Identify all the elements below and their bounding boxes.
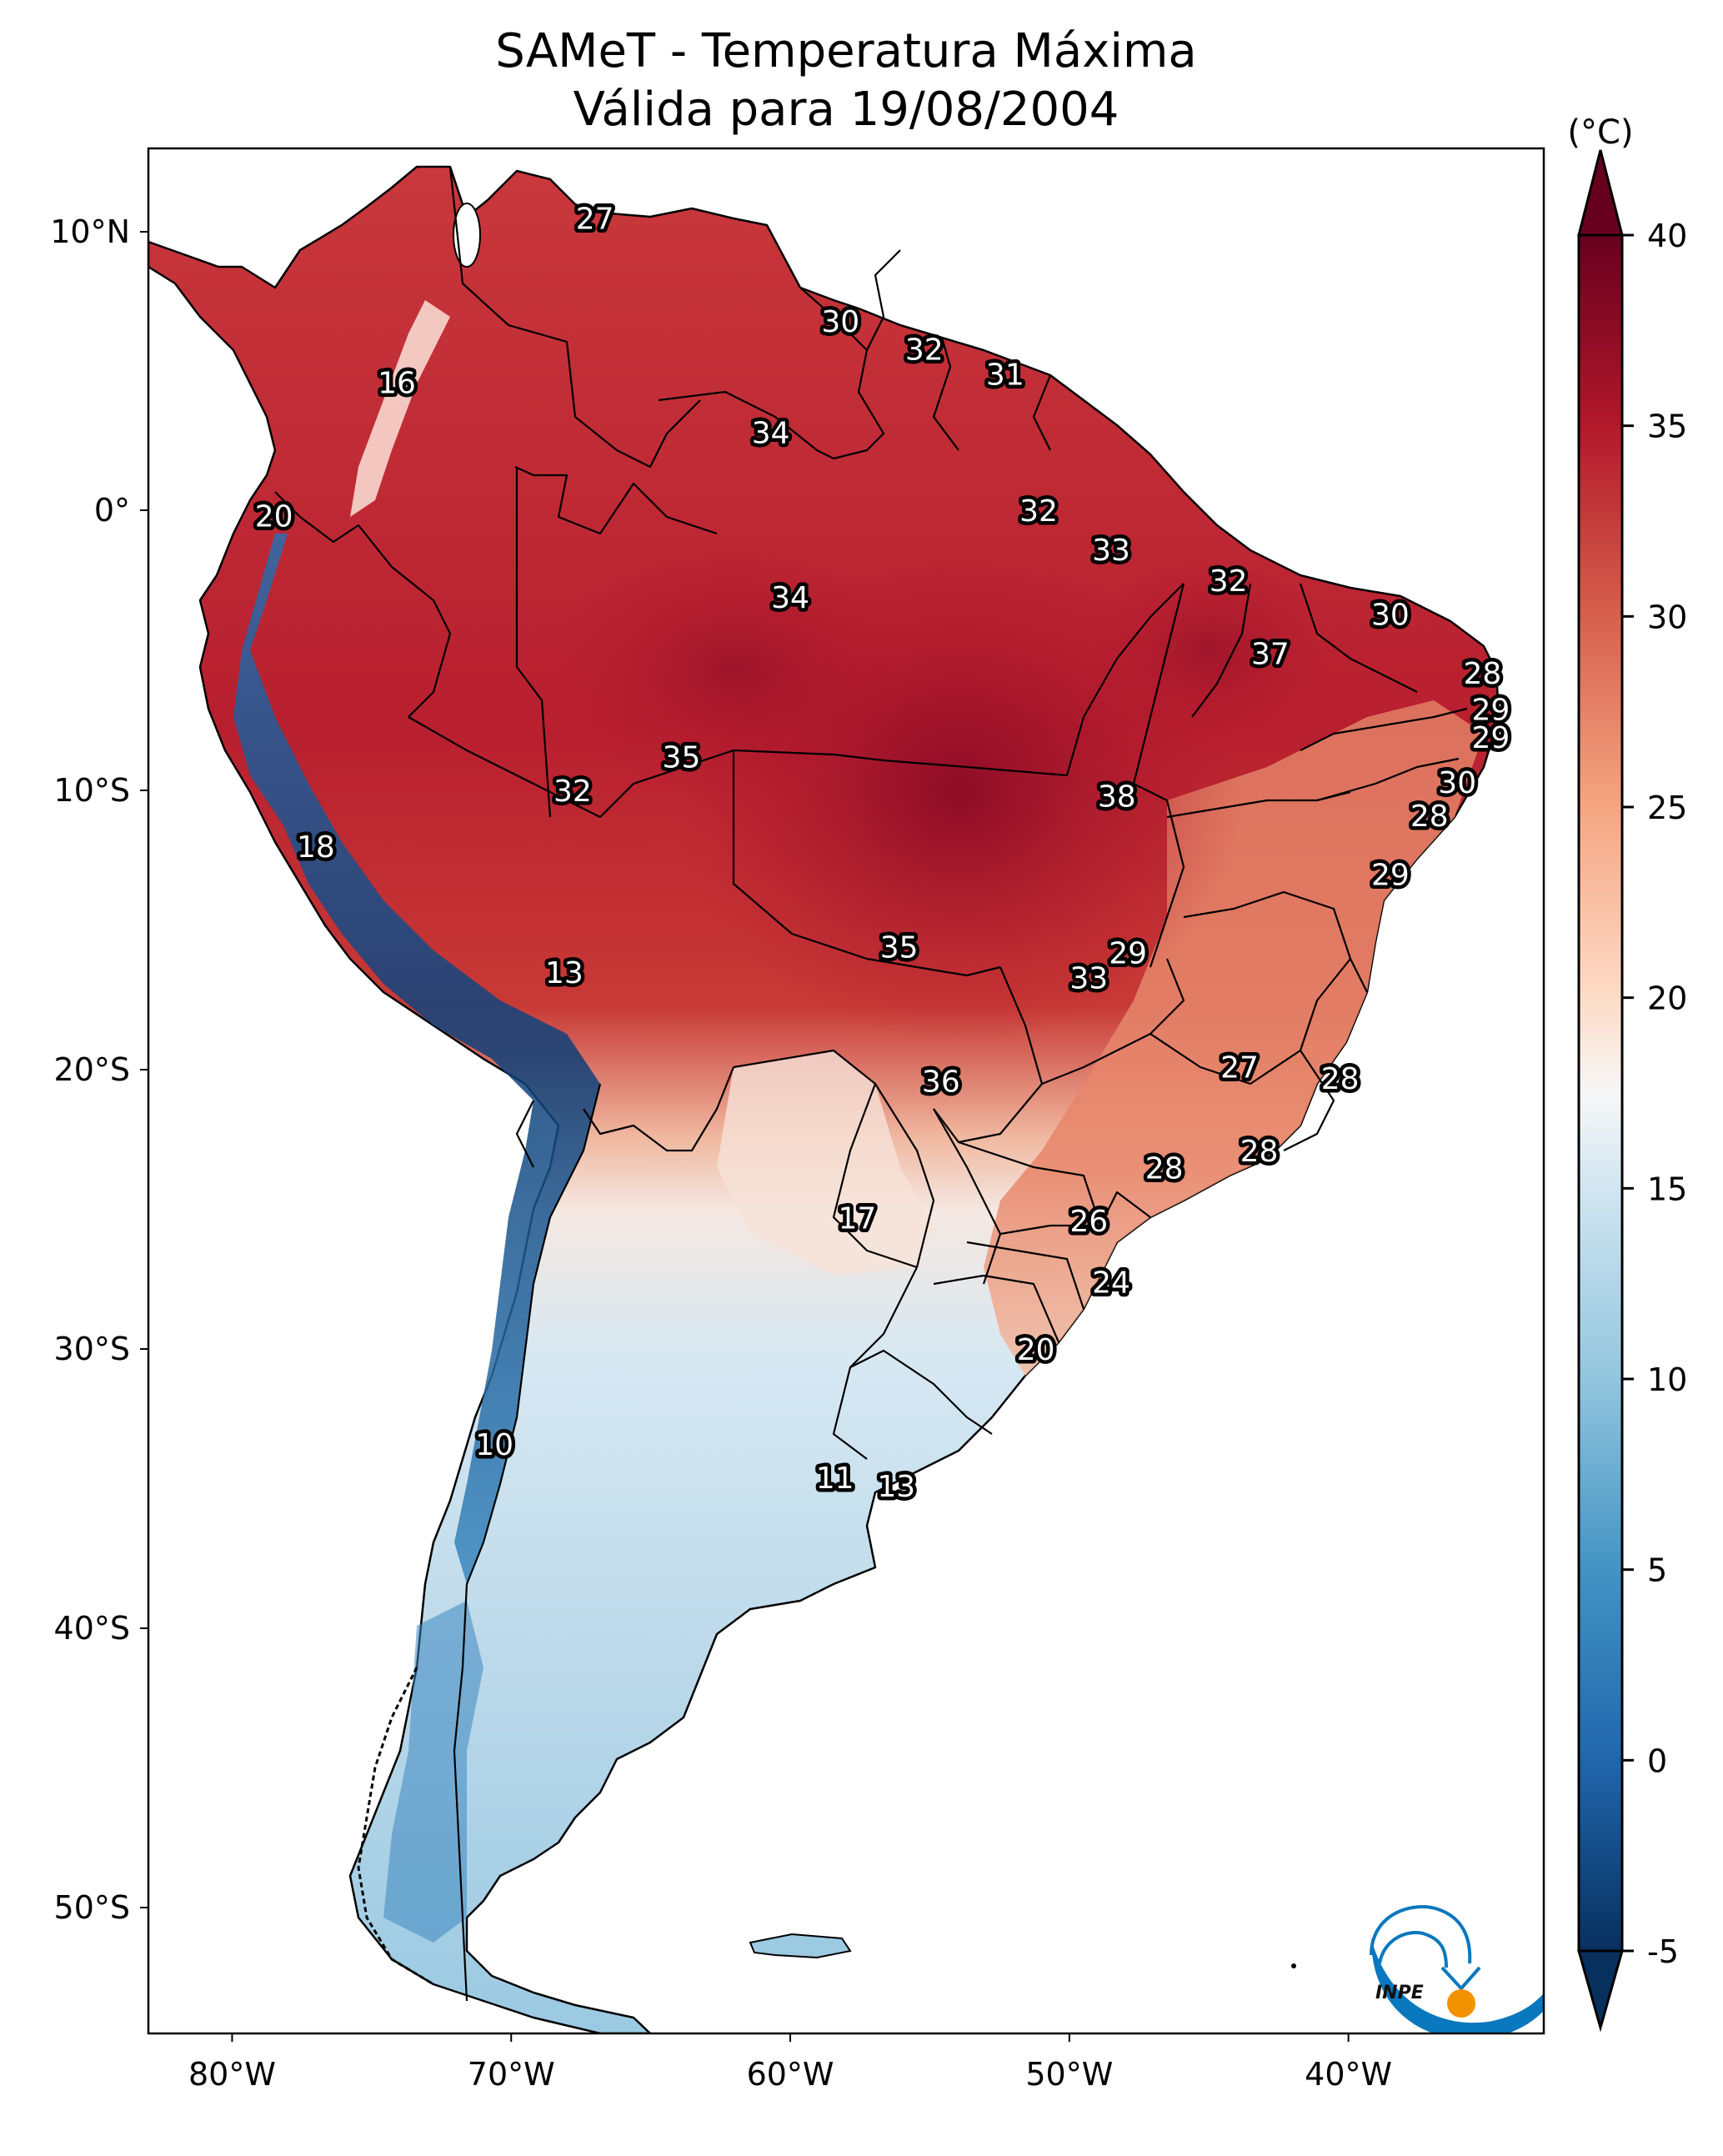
- y-tick-label: 0°: [94, 492, 130, 529]
- east-brazil-warm-zone: [984, 700, 1484, 1376]
- logo-arrowhead-icon: [1440, 1966, 1481, 1991]
- colorbar-tick-label: 5: [1647, 1552, 1667, 1589]
- y-tick-label: 50°S: [54, 1889, 130, 1926]
- city-temperature-label: 34: [752, 416, 790, 450]
- city-temperature-label: 32: [1019, 494, 1058, 529]
- colombia-andes-streak: [350, 300, 450, 517]
- colorbar-tick-label: 15: [1647, 1171, 1687, 1207]
- colorbar-tick-label: 30: [1647, 599, 1687, 635]
- y-tick-label: 40°S: [54, 1610, 130, 1647]
- logo-sun-icon: [1447, 1989, 1475, 2018]
- hot-core-region-2: [550, 534, 917, 800]
- city-temperature-label: 17: [838, 1202, 876, 1236]
- city-temperature-label: 31: [986, 358, 1024, 392]
- city-temperature-label: 29: [1371, 859, 1410, 893]
- x-tick-label: 80°W: [188, 2056, 276, 2093]
- colorbar-ticks: 40 35 30 25 20 15 10 5 0 -5: [1622, 218, 1687, 1970]
- city-temperature-label: 27: [576, 202, 614, 236]
- city-temperature-label: 26: [1069, 1205, 1108, 1239]
- andes-cold-band: [233, 534, 600, 1584]
- political-borders: [274, 166, 1468, 2002]
- x-tick-label: 70°W: [468, 2056, 555, 2093]
- city-temperature-label: 33: [1092, 534, 1130, 568]
- city-temperature-label: 30: [1371, 598, 1410, 632]
- falkland-islands: [749, 1933, 852, 1959]
- logo-inner-arc-icon: [1378, 1931, 1448, 1968]
- colorbar-tick-label: 25: [1647, 790, 1687, 826]
- map-frame: [147, 147, 1545, 2035]
- city-temperature-label: 18: [297, 830, 335, 865]
- x-axis-ticks: 80°W 70°W 60°W 50°W 40°W: [188, 2033, 1392, 2093]
- city-temperature-label: 32: [553, 775, 592, 809]
- city-temperature-label: 28: [1410, 800, 1449, 834]
- colorbar-tick-label: 0: [1647, 1742, 1667, 1779]
- city-temperature-label: 36: [922, 1065, 960, 1099]
- logo-outer-arc-icon: [1370, 1905, 1472, 1964]
- city-temperature-label: 20: [255, 500, 293, 534]
- colorbar-tick-label: 40: [1647, 218, 1687, 254]
- city-temperature-label: 24: [1092, 1266, 1130, 1301]
- title-line-2: Válida para 19/08/2004: [573, 83, 1119, 137]
- city-temperature-label: 34: [771, 581, 809, 615]
- colorbar-body: [1577, 233, 1624, 1953]
- city-temperature-label: 32: [1210, 564, 1248, 599]
- colorbar-tick-label: 10: [1647, 1361, 1687, 1398]
- city-temperature-label: 20: [1017, 1333, 1055, 1367]
- logo-text: INPE: [1375, 1983, 1424, 2003]
- y-tick-label: 10°N: [50, 213, 130, 250]
- city-temperature-label: 29: [1109, 936, 1147, 970]
- colorbar: (°C) 40 35 30 25 20 15 10 5 0 -5: [1567, 113, 1687, 2033]
- city-temperature-label: 38: [1098, 780, 1136, 815]
- city-temperature-label: 11: [816, 1462, 854, 1496]
- y-tick-label: 10°S: [54, 772, 130, 809]
- x-tick-label: 40°W: [1305, 2056, 1392, 2093]
- colorbar-high-extend: [1577, 149, 1624, 237]
- city-temperature-label: 35: [880, 931, 919, 965]
- lake-maracaibo: [453, 203, 481, 268]
- colorbar-low-extend: [1577, 1949, 1624, 2033]
- city-temperature-label: 28: [1240, 1135, 1279, 1169]
- x-tick-label: 50°W: [1025, 2056, 1113, 2093]
- city-temperature-label: 13: [545, 956, 584, 990]
- colorbar-tick-label: 35: [1647, 409, 1687, 445]
- city-temperature-label: 28: [1321, 1062, 1360, 1096]
- city-temperature-label: 29: [1471, 694, 1510, 728]
- inpe-logo: INPE: [1370, 1905, 1544, 2033]
- city-temperature-label: 28: [1463, 657, 1501, 691]
- city-temperature-label: 30: [821, 305, 859, 339]
- city-temperature-label: 27: [1220, 1051, 1259, 1086]
- city-temperature-label: 33: [1069, 961, 1108, 995]
- colorbar-tick-label: 20: [1647, 980, 1687, 1017]
- city-temperature-label: 35: [663, 741, 701, 775]
- y-tick-label: 20°S: [54, 1051, 130, 1088]
- south-georgia-dot: [1291, 1963, 1296, 1968]
- y-tick-label: 30°S: [54, 1331, 130, 1367]
- city-temperature-label: 28: [1145, 1151, 1184, 1186]
- city-temperature-label: 32: [905, 333, 944, 367]
- city-temperature-label: 37: [1251, 637, 1290, 671]
- city-temperature-label: 29: [1471, 721, 1510, 755]
- title-line-1: SAMeT - Temperatura Máxima: [495, 24, 1197, 78]
- y-axis-ticks: 10°N 0° 10°S 20°S 30°S 40°S 50°S: [50, 213, 148, 1926]
- city-temperature-label: 30: [1438, 766, 1476, 800]
- colorbar-unit-label: (°C): [1567, 113, 1633, 152]
- x-tick-label: 60°W: [747, 2056, 834, 2093]
- hot-core-region-3: [1084, 550, 1334, 750]
- south-transition-zone: [717, 1050, 934, 1276]
- city-temperature-label: 13: [877, 1470, 915, 1504]
- logo-swoosh-icon: [1371, 1938, 1544, 2033]
- city-temperature-label: 10: [475, 1428, 513, 1462]
- colorbar-tick-label: -5: [1647, 1933, 1679, 1970]
- chile-fjord-coast: [357, 1667, 434, 1986]
- city-temperature-label: 16: [378, 366, 416, 400]
- patagonia-cold-band: [383, 1601, 483, 1943]
